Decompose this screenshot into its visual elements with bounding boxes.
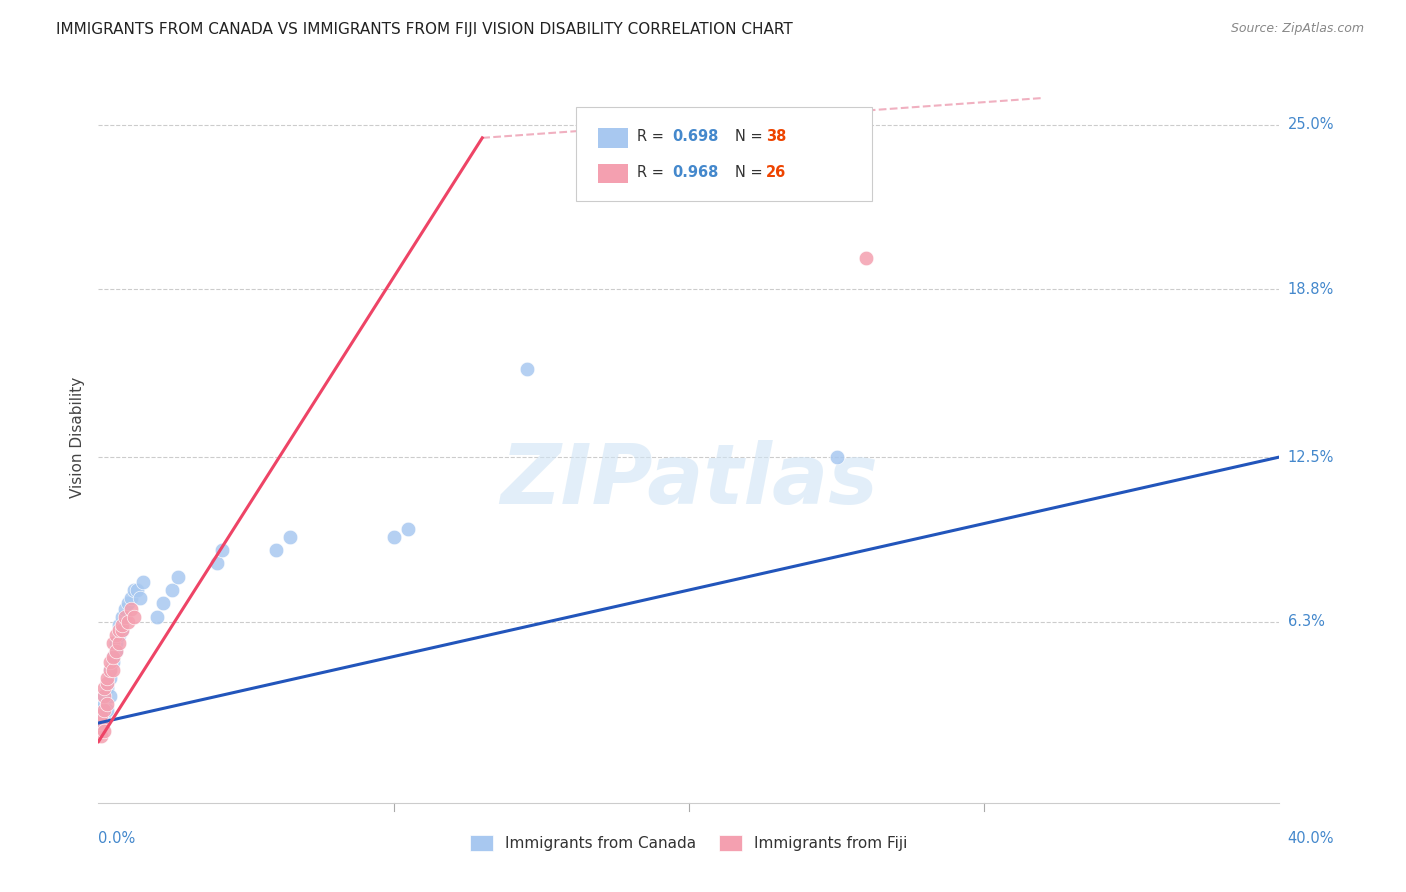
Point [108,636,131,650]
Text: 6.3%: 6.3% [1288,615,1324,630]
Point [93,690,115,704]
Point [96,676,118,690]
Point [111,617,134,632]
Point [382,530,405,544]
Point [93,681,115,696]
Point [108,623,131,637]
Point [125,582,148,597]
Point [93,703,115,717]
Text: ZIPatlas: ZIPatlas [501,441,877,522]
Text: 38: 38 [766,129,786,145]
Point [90,729,112,743]
Point [108,628,131,642]
Point [98,655,121,669]
Text: N =: N = [735,129,768,145]
Point [825,450,848,464]
Text: 40.0%: 40.0% [1288,830,1334,846]
Point [264,543,287,558]
Text: 12.5%: 12.5% [1288,450,1334,465]
Text: 25.0%: 25.0% [1288,117,1334,132]
Text: 0.698: 0.698 [672,129,718,145]
Point [120,601,142,615]
Point [90,703,112,717]
Point [105,636,128,650]
Point [280,530,302,544]
Point [122,582,145,597]
Point [516,362,538,376]
Text: 0.968: 0.968 [672,165,718,180]
Point [90,708,112,723]
Text: R =: R = [637,165,668,180]
Point [128,591,150,605]
Legend: Immigrants from Canada, Immigrants from Fiji: Immigrants from Canada, Immigrants from … [464,830,914,857]
Point [117,596,139,610]
Text: 18.8%: 18.8% [1288,282,1334,297]
Text: 0.0%: 0.0% [98,830,135,846]
Point [114,601,136,615]
Point [111,623,134,637]
Point [90,716,112,731]
Point [162,582,183,597]
Point [111,623,134,637]
Text: R =: R = [637,129,668,145]
Point [96,676,118,690]
Point [90,716,112,731]
Y-axis label: Vision Disability: Vision Disability [69,376,84,498]
Point [105,644,128,658]
Point [103,649,125,664]
Point [96,671,118,685]
Point [103,636,125,650]
Text: Source: ZipAtlas.com: Source: ZipAtlas.com [1230,22,1364,36]
Point [98,663,121,677]
Point [96,698,118,712]
Point [114,609,136,624]
Point [117,615,139,629]
Point [152,596,174,610]
Point [98,671,121,685]
Point [132,575,155,590]
Point [93,708,115,723]
Point [98,690,121,704]
Text: IMMIGRANTS FROM CANADA VS IMMIGRANTS FROM FIJI VISION DISABILITY CORRELATION CHA: IMMIGRANTS FROM CANADA VS IMMIGRANTS FRO… [56,22,793,37]
Point [103,655,125,669]
Point [105,628,128,642]
Point [398,522,420,536]
Point [146,609,169,624]
Point [855,251,877,265]
Point [105,644,128,658]
Point [211,543,233,558]
Point [122,609,145,624]
Point [93,698,115,712]
Point [120,591,142,605]
Text: 26: 26 [766,165,786,180]
Point [111,609,134,624]
Point [96,681,118,696]
Point [167,570,190,584]
Point [96,703,118,717]
Point [205,557,228,571]
Point [103,649,125,664]
Point [98,663,121,677]
Point [93,690,115,704]
Point [93,723,115,738]
Point [103,663,125,677]
Point [108,617,131,632]
Text: N =: N = [735,165,768,180]
